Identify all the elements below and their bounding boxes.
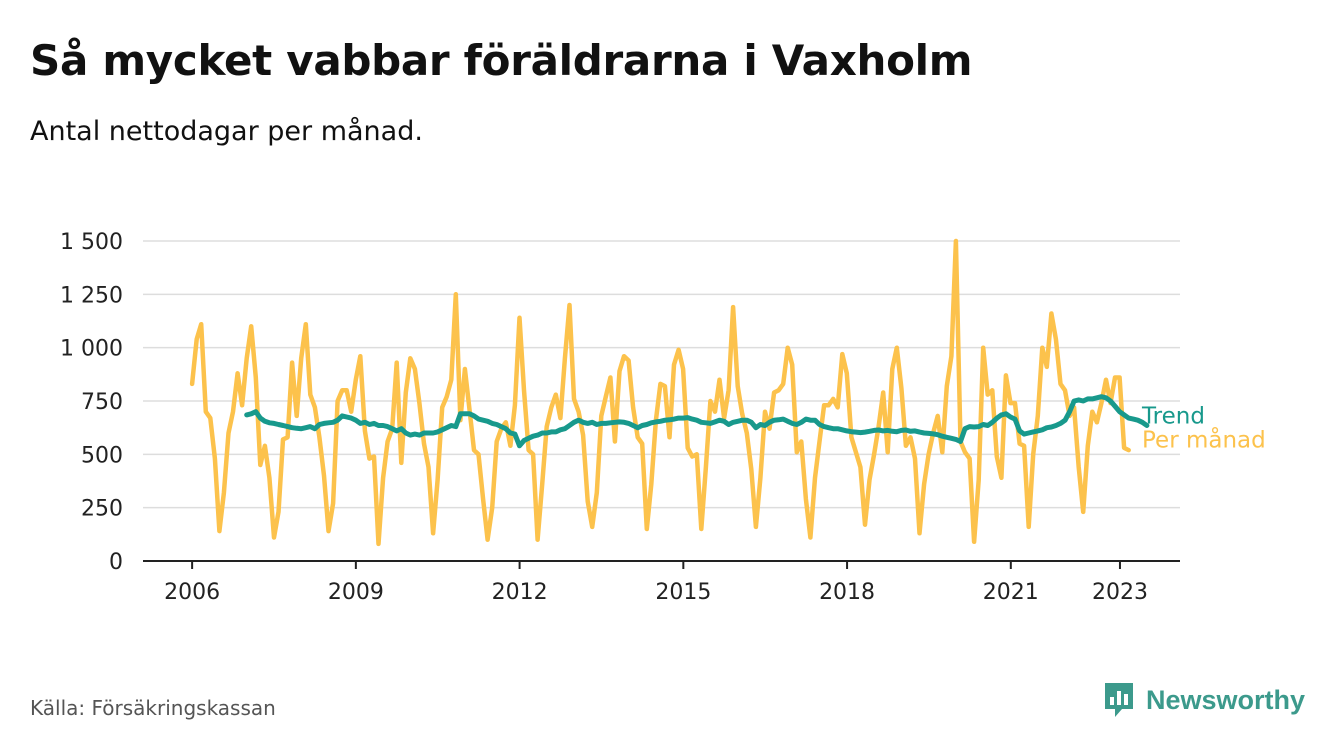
chart-subtitle: Antal nettodagar per månad.: [30, 116, 423, 147]
chart-title: Så mycket vabbar föräldrarna i Vaxholm: [30, 36, 973, 85]
series-label-per-manad: Per månad: [1142, 426, 1266, 454]
brand-name: Newsworthy: [1146, 684, 1306, 715]
x-tick-label: 2012: [492, 580, 548, 605]
brand-logo: Newsworthy: [1102, 680, 1305, 720]
y-tick-label: 1 000: [60, 337, 123, 362]
x-tick-label: 2015: [655, 580, 711, 605]
series-line-trend: [244, 394, 1150, 449]
y-tick-label: 250: [81, 497, 123, 522]
y-tick-label: 1 250: [60, 283, 123, 308]
y-tick-label: 750: [81, 390, 123, 415]
y-tick-label: 0: [109, 550, 123, 575]
y-tick-label: 1 500: [60, 230, 123, 255]
x-tick-label: 2018: [819, 580, 875, 605]
source-note: Källa: Försäkringskassan: [30, 696, 276, 720]
bar-chart-speech-bubble-icon: [1105, 683, 1133, 717]
x-tick-label: 2023: [1092, 580, 1148, 605]
x-tick-label: 2021: [983, 580, 1039, 605]
x-tick-label: 2009: [328, 580, 384, 605]
y-tick-label: 500: [81, 443, 123, 468]
series-line-per-manad: [189, 238, 1131, 547]
x-tick-label: 2006: [164, 580, 220, 605]
series-label-trend: Trend: [1141, 404, 1205, 430]
